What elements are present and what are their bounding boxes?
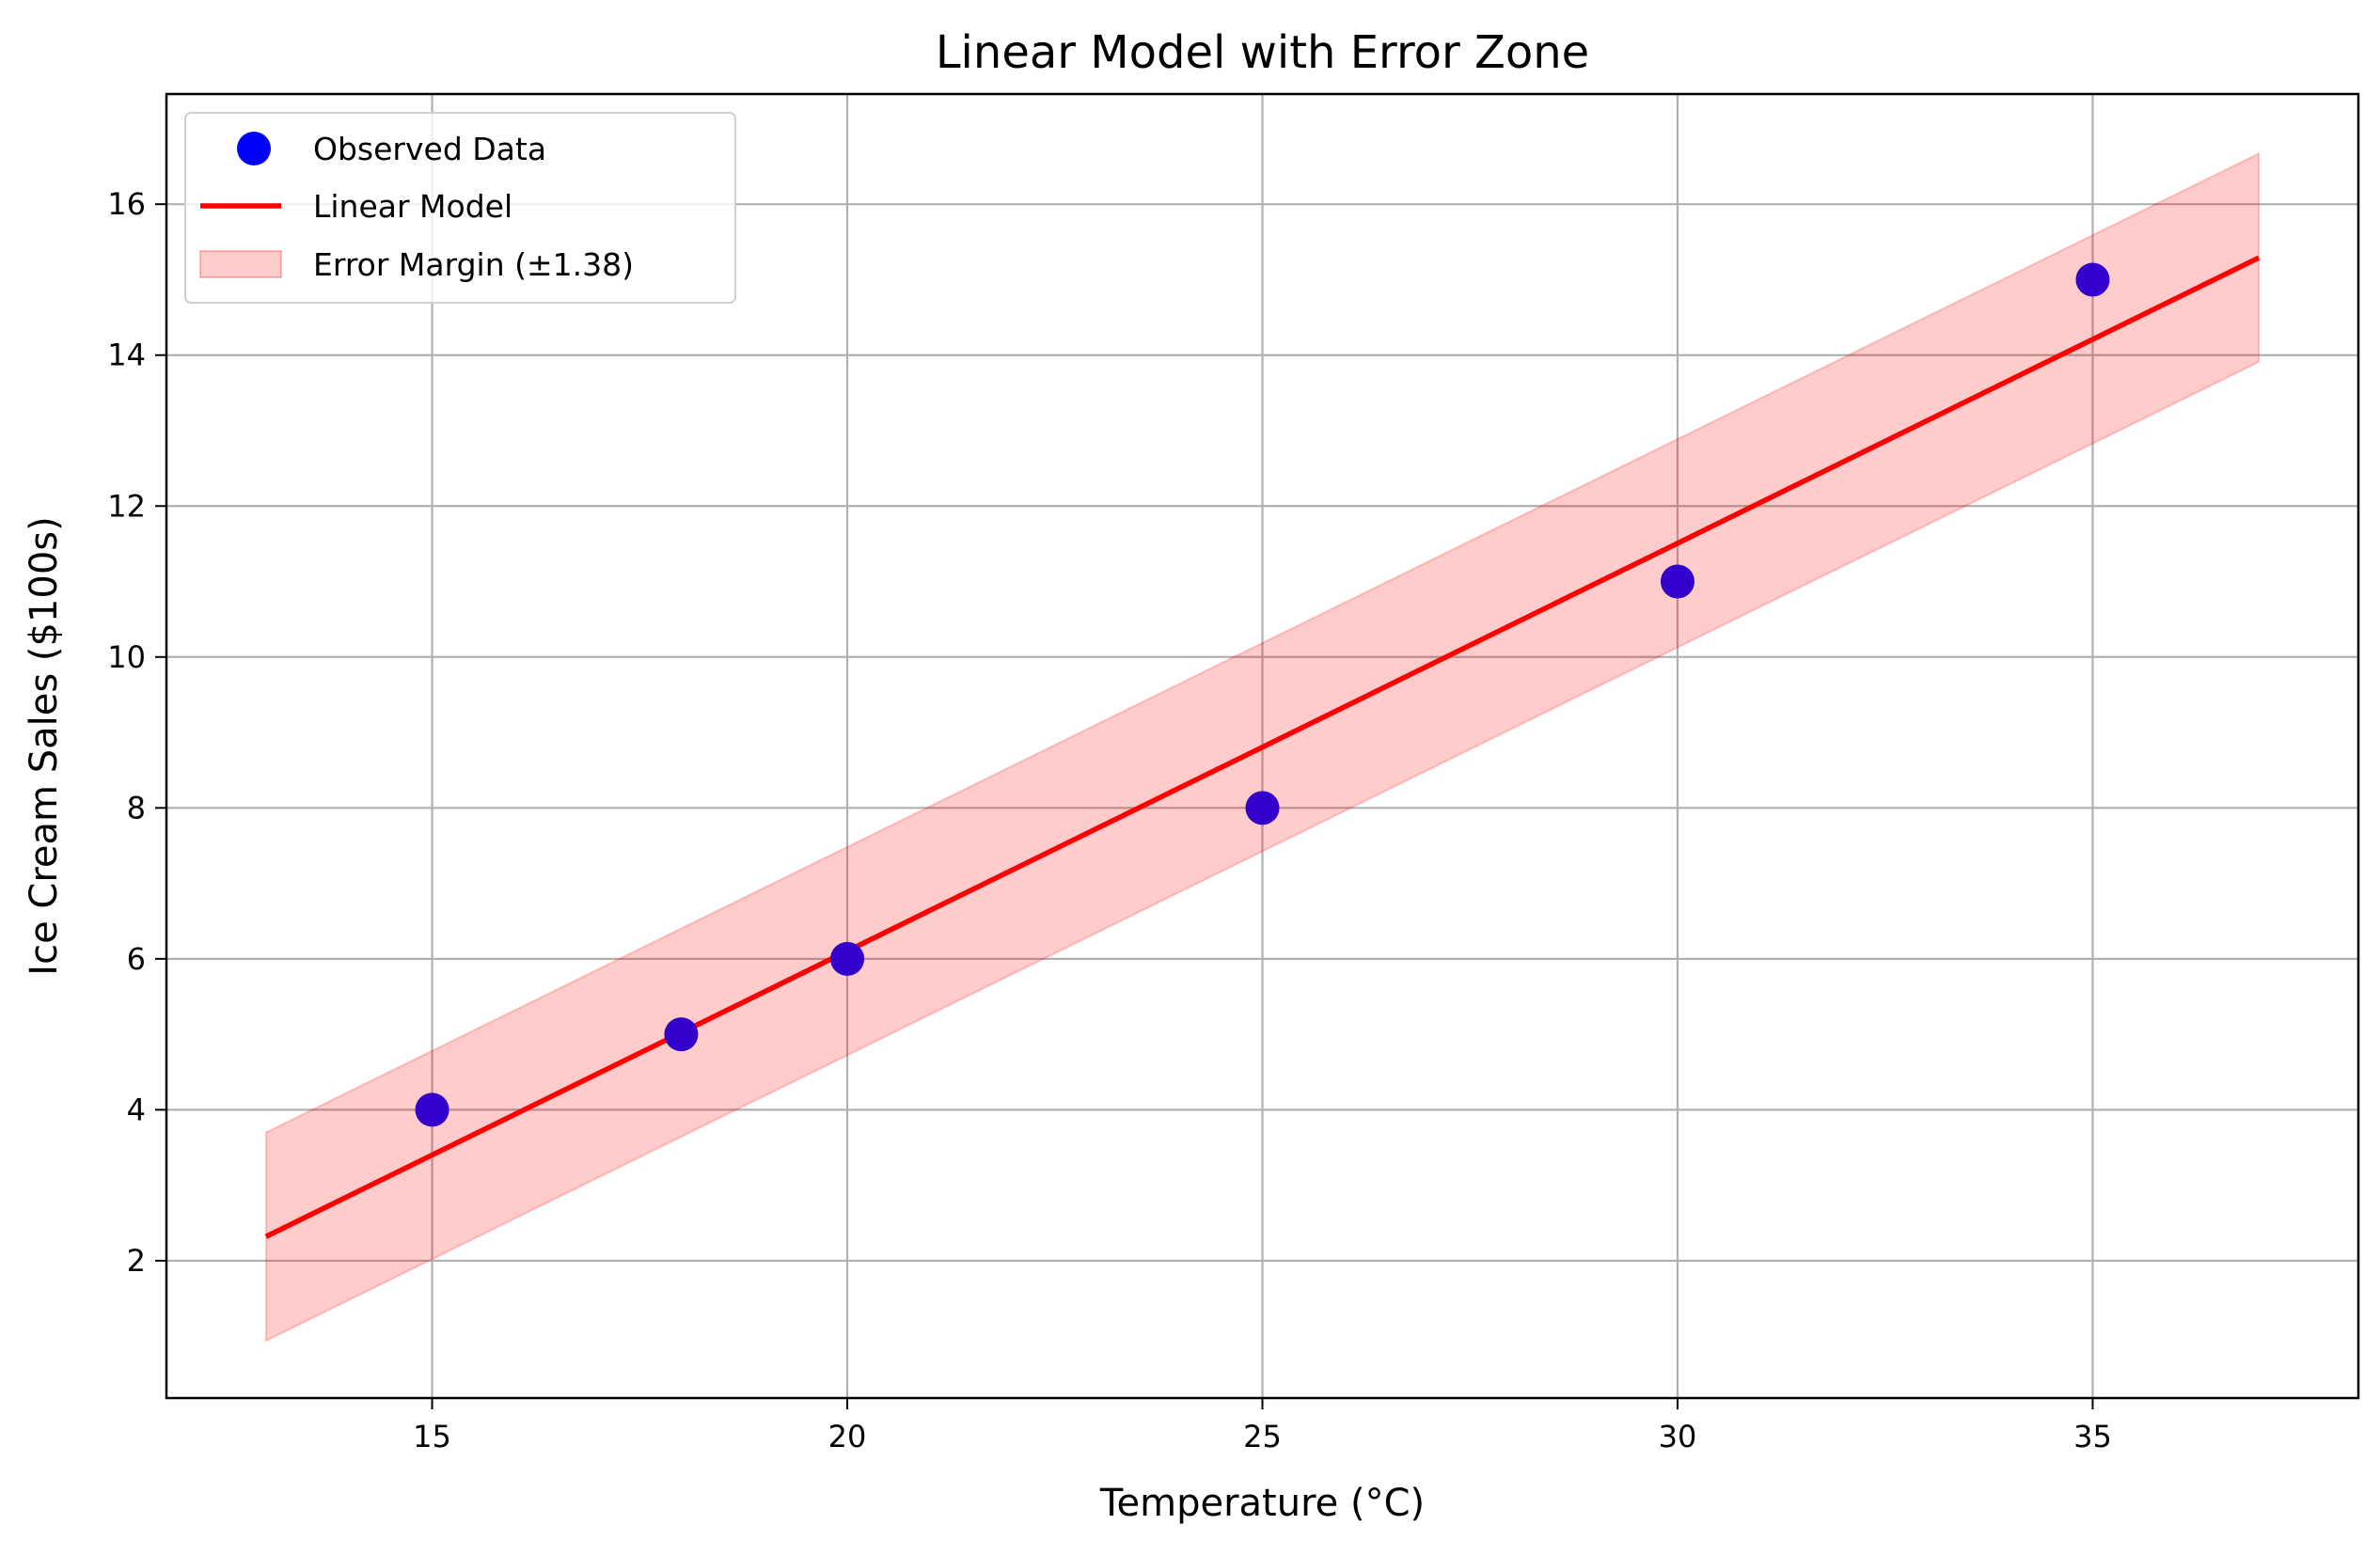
- observed-point-tint: [830, 941, 865, 976]
- legend-marker-observed: [237, 132, 271, 165]
- observed-point: [1245, 791, 1280, 825]
- y-tick-label: 14: [107, 338, 146, 373]
- observed-points-layer: [415, 262, 2110, 1127]
- model-line: [264, 255, 2261, 1239]
- observed-point: [1660, 564, 1694, 599]
- y-tick-label: 12: [107, 488, 146, 524]
- observed-point: [830, 941, 865, 976]
- y-tick-label: 6: [127, 941, 146, 977]
- observed-point: [2075, 262, 2110, 297]
- observed-point: [664, 1017, 699, 1052]
- observed-point: [415, 1092, 449, 1127]
- y-tick-label: 8: [127, 790, 146, 825]
- legend-label: Observed Data: [313, 131, 546, 167]
- legend-items: Observed Data Linear Model Error Margin (±…: [199, 131, 634, 283]
- legend-marker-band: [199, 250, 282, 278]
- legend-label: Error Margin (±1.38): [313, 246, 634, 283]
- y-tick-label: 16: [107, 186, 146, 222]
- observed-point-tint: [1660, 564, 1694, 599]
- y-tick-label: 10: [107, 639, 146, 675]
- y-axis-title: Ice Cream Sales ($100s): [23, 516, 66, 975]
- legend-label: Linear Model: [313, 188, 512, 225]
- model-line-layer: [264, 255, 2261, 1239]
- chart-title: Linear Model with Error Zone: [936, 26, 1589, 79]
- legend: Observed Data Linear Model Error Margin (±…: [184, 112, 736, 304]
- x-axis-title: Temperature (°C): [1099, 1482, 1425, 1525]
- observed-point-tint: [415, 1092, 449, 1127]
- y-tick-label: 4: [127, 1092, 146, 1127]
- x-tick-label: 20: [828, 1419, 867, 1454]
- ticks-layer: 15 20 25 30 35 2 4 6 8 10 12 14 16: [107, 186, 2112, 1454]
- x-tick-label: 25: [1243, 1419, 1282, 1454]
- observed-point-tint: [1245, 791, 1280, 825]
- legend-box: [184, 112, 736, 304]
- observed-point-tint: [2075, 262, 2110, 297]
- observed-point-tint: [664, 1017, 699, 1052]
- y-tick-label: 2: [127, 1243, 146, 1279]
- x-tick-label: 15: [413, 1419, 451, 1454]
- x-tick-label: 35: [2073, 1419, 2112, 1454]
- x-tick-label: 30: [1659, 1419, 1697, 1454]
